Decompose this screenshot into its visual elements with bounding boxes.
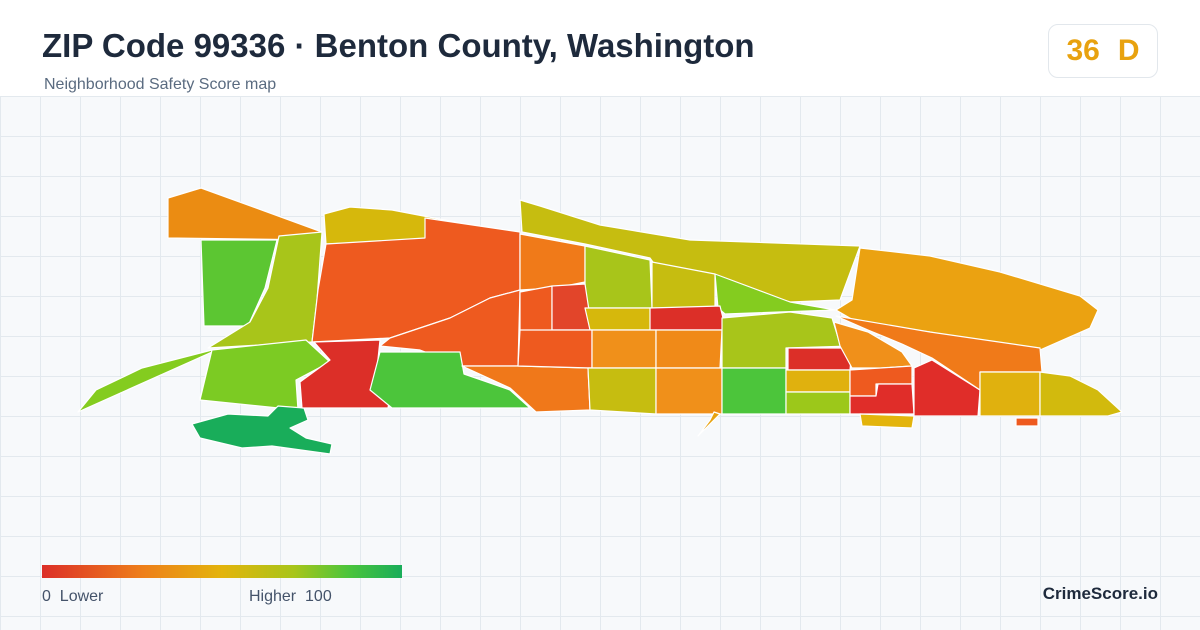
neighborhood-c-olive[interactable] [587, 367, 657, 415]
neighborhood-sw-lowland[interactable] [191, 405, 333, 455]
page-subtitle: Neighborhood Safety Score map [44, 76, 277, 93]
neighborhood-e-dot[interactable] [1015, 417, 1039, 427]
page-title: ZIP Code 99336 · Benton County, Washingt… [42, 27, 755, 64]
legend-color-scale [42, 565, 402, 578]
neighborhood-nc-block-3[interactable] [584, 307, 653, 331]
neighborhood-ec-red-2[interactable] [849, 383, 915, 415]
neighborhood-ec-gold[interactable] [785, 369, 851, 393]
brand-logo-text[interactable]: CrimeScore.io [1042, 584, 1158, 603]
neighborhood-e-olive[interactable] [1039, 371, 1123, 417]
neighborhood-nc-green[interactable] [714, 273, 836, 315]
neighborhood-sw-lime[interactable] [77, 349, 213, 413]
neighborhood-c-red-orange[interactable] [517, 329, 593, 369]
header [0, 0, 1200, 96]
neighborhood-sw-green[interactable] [199, 339, 331, 411]
neighborhood-c-orange[interactable] [591, 329, 657, 369]
neighborhood-ec-red-3[interactable] [913, 359, 981, 417]
neighborhood-nw-orange[interactable] [167, 187, 323, 241]
neighborhood-ec-lime-2[interactable] [785, 391, 851, 415]
neighborhood-c-orange-2[interactable] [655, 329, 723, 369]
neighborhood-w-green[interactable] [200, 239, 278, 327]
neighborhood-c-sliver[interactable] [697, 411, 721, 437]
neighborhood-nc-block-2[interactable] [551, 283, 593, 331]
neighborhood-ec-green[interactable] [721, 367, 787, 415]
neighborhood-ec-gold-strip[interactable] [859, 413, 915, 429]
safety-score-value: 36 [1066, 34, 1100, 67]
legend-low-label: 0 Lower [42, 588, 104, 605]
neighborhood-c-orange-3[interactable] [655, 367, 723, 415]
safety-score-grade: D [1117, 34, 1140, 67]
neighborhood-nc-block-1[interactable] [519, 285, 553, 333]
neighborhood-e-amber[interactable] [835, 247, 1099, 351]
safety-score-badge: 36 D [1048, 24, 1158, 78]
legend-high-label: Higher 100 [249, 588, 332, 605]
neighborhood-e-gold[interactable] [979, 371, 1041, 417]
neighborhood-s-red[interactable] [299, 339, 393, 409]
neighborhood-s-green[interactable] [369, 351, 531, 409]
neighborhood-nc-red[interactable] [649, 305, 727, 331]
